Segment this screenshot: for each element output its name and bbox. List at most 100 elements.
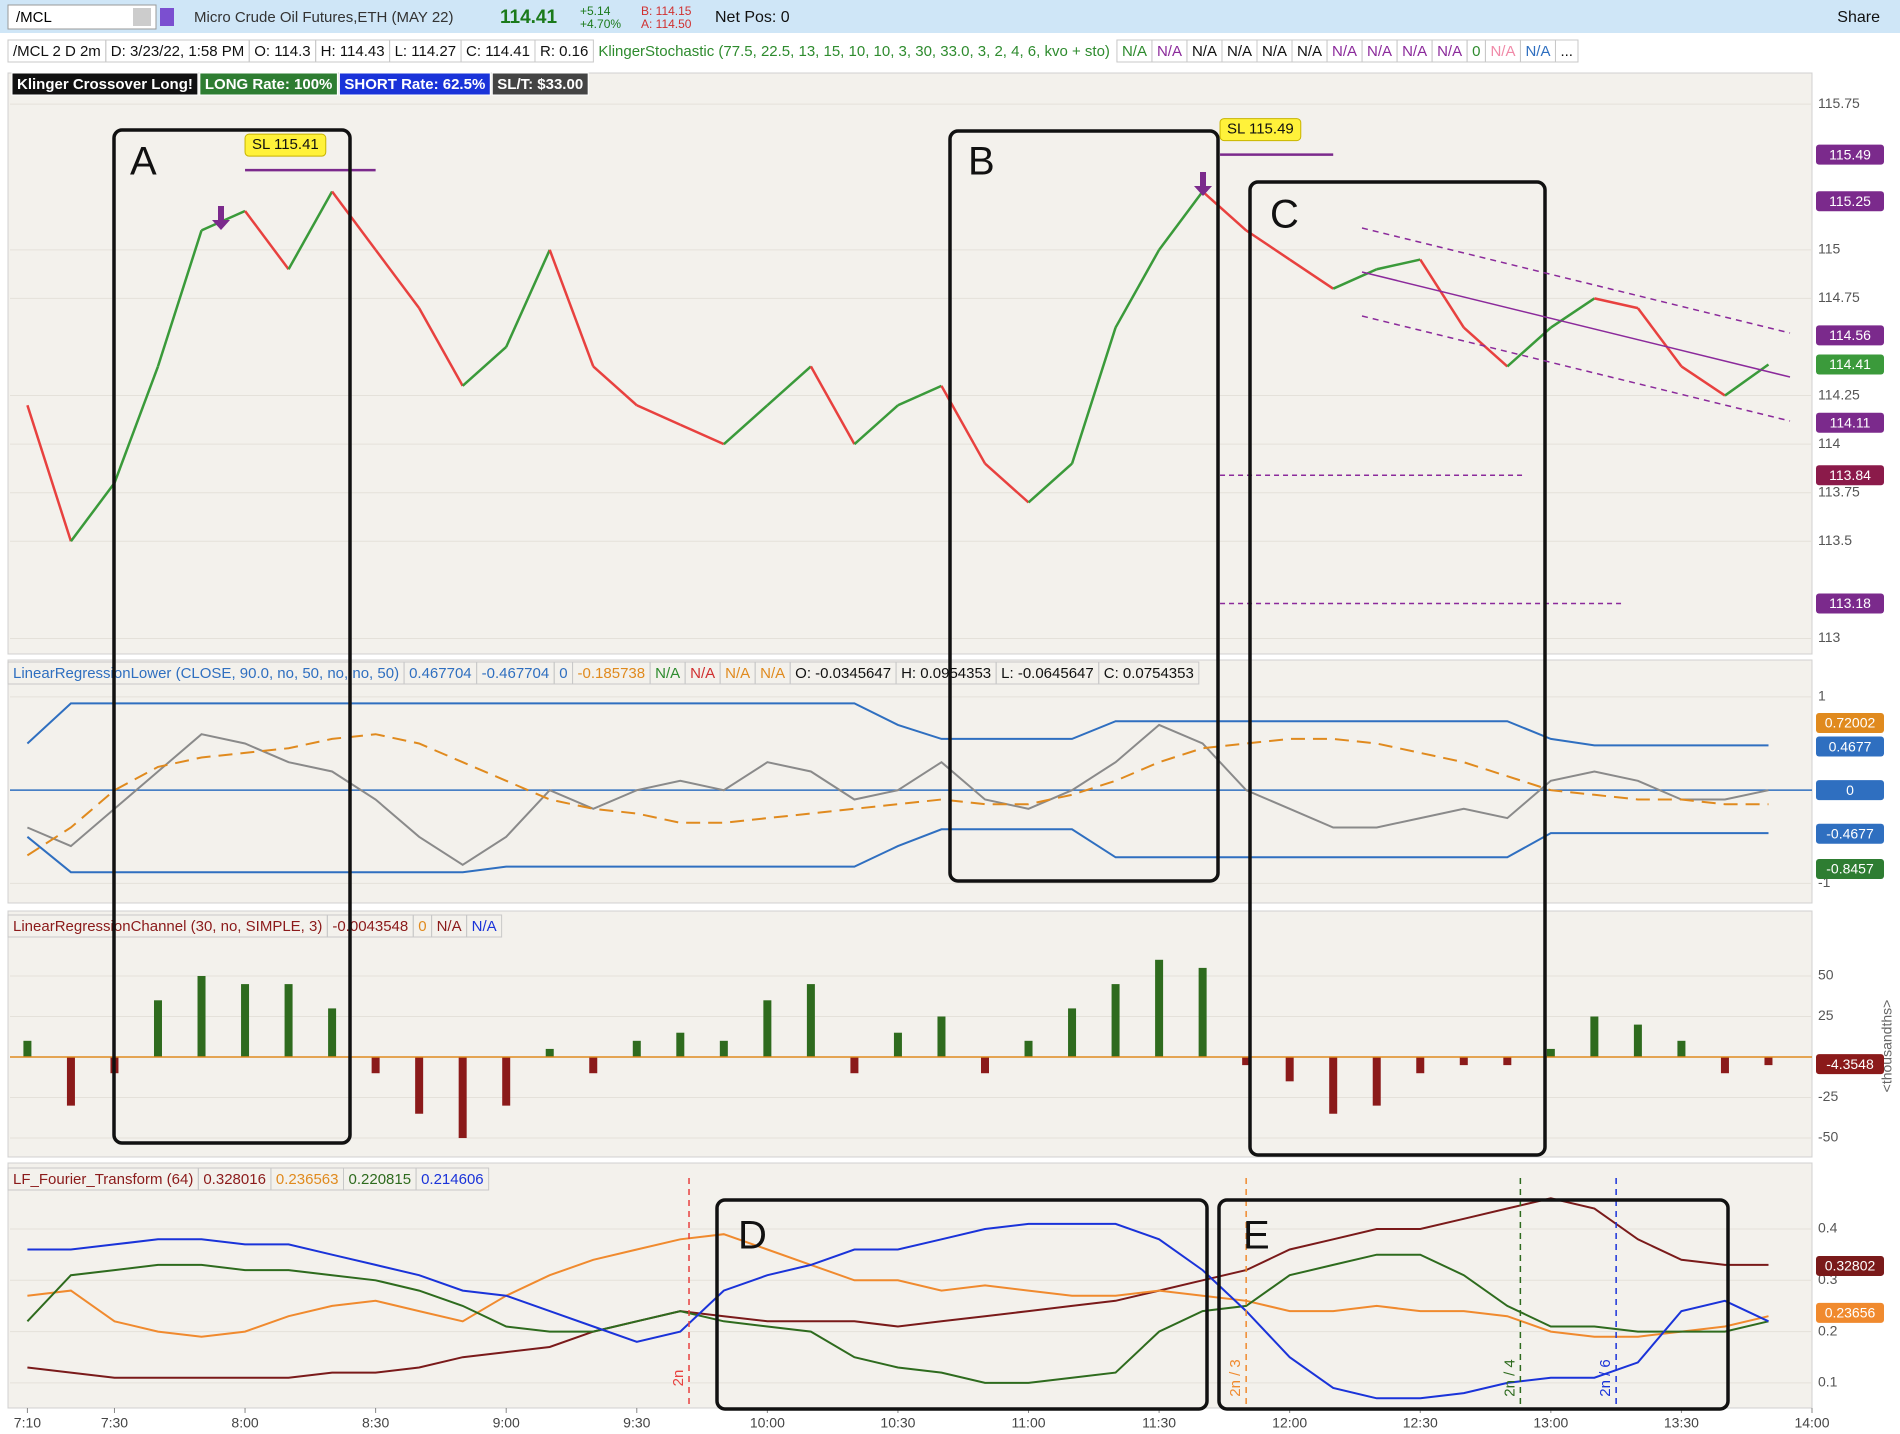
histogram-bar [458,1057,467,1139]
price-bar [69,482,116,543]
y-tick-label: 114 [1818,435,1841,451]
info-item: /MCL 2 D 2m [13,43,101,60]
box-label: E [1243,1214,1270,1258]
x-tick-label: 10:00 [750,1415,785,1431]
stop-loss-tag [244,133,327,157]
info-item: H: 114.43 [321,43,385,60]
label-box [1098,661,1200,685]
symbol-input[interactable] [7,4,157,30]
study-header: 0.220815 [349,1171,412,1188]
price-tag-label: 114.56 [1829,327,1871,343]
y-tick-label: 113 [1818,629,1841,645]
price-bar [1201,190,1247,232]
cycle-label: 2n / 4 [1501,1359,1518,1397]
y-tick-label: 0.4 [1818,1220,1838,1236]
price-bar [113,365,160,484]
histogram-bar [893,1032,902,1058]
histogram-bar [763,1000,772,1058]
panels: /MCL 2 D 2m D: 3/23/22, 1:58 PM O: 114.3 H:… [7,39,1895,1431]
dropdown[interactable] [133,8,151,26]
price-bar [156,230,203,367]
histogram-bar [371,1057,380,1074]
price-tag [1816,736,1884,757]
x-tick-label: 10:30 [880,1415,915,1431]
price-bar [1376,258,1421,271]
study-header: N/A [690,665,715,682]
price-bar [374,249,421,309]
study-header: 0 [418,918,426,935]
study-value: ... [1560,43,1573,60]
histogram-bar [589,1057,598,1074]
price-bar [1550,297,1596,329]
histogram-bar [66,1057,75,1106]
histogram-bar [806,984,815,1058]
histogram-bar [676,1032,685,1058]
box [715,1198,1209,1411]
badge: LONG Rate: 100% [205,76,333,93]
price-tag [1816,780,1884,801]
x-tick-label: 11:00 [1012,1415,1046,1431]
histogram-bar [1242,1057,1251,1066]
study-header: O: -0.0345647 [795,665,891,682]
price-bar [461,346,508,387]
net-position: Net Pos: 0 [715,9,790,26]
badge: SHORT Rate: 62.5% [344,76,485,93]
share-button[interactable]: Share [1837,9,1880,26]
axis-label: <thousandths> [1879,1000,1895,1093]
price-tag [1816,1255,1884,1276]
histogram-bar [1677,1040,1686,1058]
price-tag-label: -0.4677 [1826,825,1874,841]
label-box [1554,39,1579,63]
x-tick-label: 14:00 [1794,1415,1829,1431]
price-tag [1816,823,1884,844]
panel [7,1162,1813,1409]
histogram-bar [1285,1057,1294,1082]
series-line [27,1233,1769,1338]
price-tag [1816,593,1884,614]
price-bar [287,190,334,270]
price-bar [723,404,769,446]
histogram-bar [1198,967,1207,1058]
y-tick-label: 113.5 [1818,532,1852,548]
cycle-label: 2n / 3 [1227,1359,1244,1397]
label-box [534,39,594,63]
change: +5.14 [580,4,611,18]
histogram-bar [1068,1008,1077,1058]
trend-line [1361,271,1791,378]
toolbar [0,0,1900,33]
study-header: 0.236563 [276,1171,339,1188]
info-item: O: 114.3 [254,43,310,60]
study-value: N/A [1332,43,1357,60]
price-bar [636,404,681,426]
label-box [199,72,338,96]
link-icon[interactable] [160,8,174,26]
study-header: 0 [559,665,567,682]
label-box [338,72,491,96]
price-bar [592,365,638,407]
price-tag [1816,713,1884,734]
info-item: D: 3/23/22, 1:58 PM [111,43,244,60]
x-tick-label: 9:00 [493,1415,520,1431]
price-tag [1816,465,1884,486]
signal-arrow [1194,172,1212,196]
histogram-bar [1155,959,1164,1058]
study-value: N/A [1192,43,1217,60]
study-value: N/A [1402,43,1427,60]
histogram-bar [241,984,250,1058]
box-label: D [738,1214,767,1258]
price-bar [331,190,377,251]
price-tag [1816,191,1884,212]
study-header: -0.0043548 [332,918,408,935]
series-line [27,1222,1769,1400]
ask: A: 114.50 [641,17,692,31]
label-box [466,914,503,938]
y-tick-label: 25 [1818,1007,1834,1023]
stop-loss-label: SL 115.41 [252,136,319,153]
study-label: KlingerStochastic (77.5, 22.5, 13, 15, 1… [598,43,1110,60]
price-bar [1070,327,1117,464]
price-bar [1636,307,1683,368]
label-box [415,1167,490,1191]
histogram-bar [1590,1016,1599,1058]
